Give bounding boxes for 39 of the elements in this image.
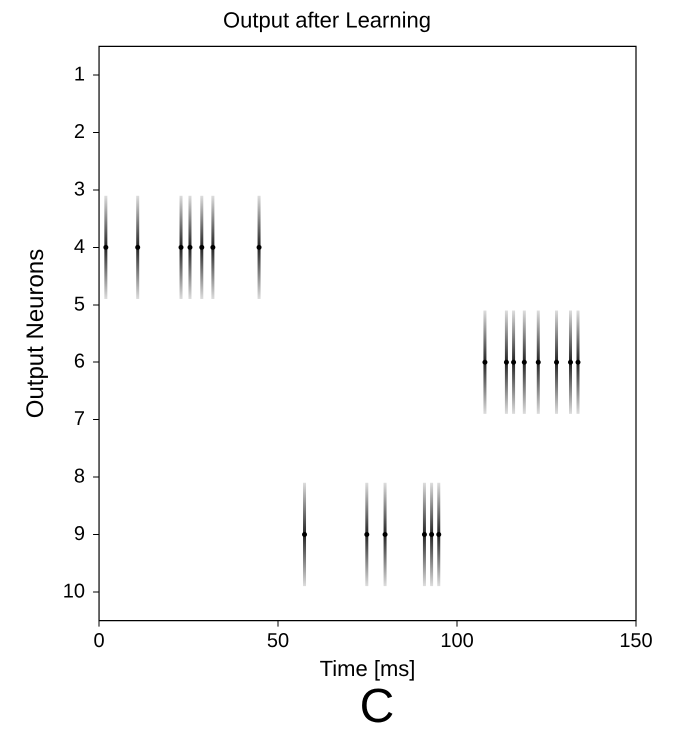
y-tick-label: 10 [62, 580, 86, 602]
point [103, 244, 108, 250]
y-axis-title: Output Neurons [22, 248, 50, 418]
chart-title: Output after Learning [223, 7, 431, 32]
y-tick-label: 2 [74, 121, 86, 144]
y-tick-label: 6 [74, 350, 86, 373]
point [429, 532, 434, 537]
x-axis-title: Time [ms] [320, 656, 416, 681]
point [382, 532, 388, 537]
point [135, 244, 140, 250]
point [511, 360, 516, 365]
point [256, 244, 262, 250]
point [364, 532, 370, 537]
x-tick-label: 50 [266, 630, 290, 652]
x-tick-label: 100 [440, 630, 474, 652]
point [482, 360, 488, 365]
y-tick-label: 9 [74, 522, 86, 545]
point [536, 360, 541, 365]
x-tick-label: 150 [619, 630, 653, 652]
point [576, 360, 581, 365]
point [210, 244, 216, 250]
point [568, 360, 573, 365]
point [504, 360, 509, 365]
y-tick-label: 1 [74, 64, 86, 86]
y-tick-label: 4 [74, 236, 86, 258]
point [199, 244, 204, 250]
text: C [358, 680, 394, 733]
y-tick-label: 3 [74, 178, 86, 200]
y-tick-label: 5 [74, 293, 86, 316]
point [302, 532, 308, 537]
point [554, 360, 560, 365]
point [422, 532, 427, 537]
point [187, 244, 192, 250]
point [436, 532, 442, 537]
y-tick-label: 7 [74, 408, 86, 430]
x-tick-label: 0 [93, 630, 105, 652]
point [178, 244, 184, 250]
y-tick-label: 8 [74, 466, 86, 488]
point [522, 360, 527, 365]
